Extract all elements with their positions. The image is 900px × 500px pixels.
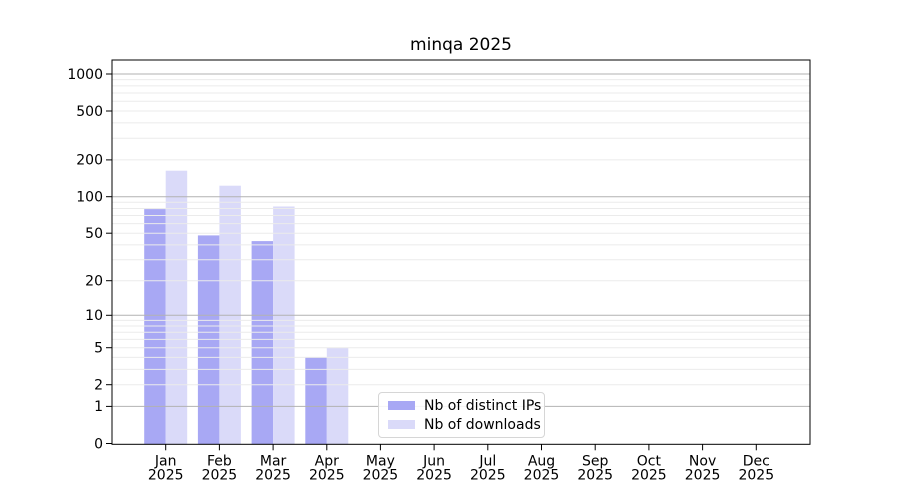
x-tick-label-year: 2025 [524, 468, 560, 484]
chart-title: minqa 2025 [410, 35, 512, 55]
x-tick-label-month: Aug [528, 454, 555, 470]
x-tick-label-year: 2025 [738, 468, 774, 484]
x-tick-label-year: 2025 [577, 468, 613, 484]
legend-label-downloads: Nb of downloads [424, 416, 541, 433]
x-tick-label-month: Oct [637, 454, 662, 470]
y-tick-label: 2 [94, 378, 103, 394]
y-tick-label: 50 [85, 226, 103, 242]
x-tick-label-month: Apr [315, 454, 339, 470]
x-tick-label-year: 2025 [309, 468, 345, 484]
x-tick-label-month: Dec [743, 454, 770, 470]
legend-row-distinct-ips: Nb of distinct IPs [388, 397, 544, 414]
bar-downloads-apr [326, 347, 349, 444]
x-tick-label-month: Mar [260, 454, 287, 470]
x-tick-label-month: Jun [422, 454, 445, 470]
y-tick-label: 500 [76, 104, 103, 120]
x-tick-label-month: Jan [154, 454, 177, 470]
x-tick-label-month: Nov [689, 454, 716, 470]
bar-downloads-mar [273, 206, 295, 444]
y-tick-label: 1000 [67, 67, 103, 83]
legend-swatch-distinct-ips-icon [388, 401, 415, 410]
x-tick-label-year: 2025 [631, 468, 667, 484]
bar-distinct-ips-mar [251, 241, 274, 444]
bar-distinct-ips-apr [305, 357, 327, 444]
y-tick-label: 200 [76, 153, 103, 169]
x-tick-label-year: 2025 [202, 468, 238, 484]
x-tick-label-month: Feb [207, 454, 232, 470]
x-tick-label-year: 2025 [416, 468, 452, 484]
y-tick-label: 10 [85, 308, 103, 324]
legend-row-downloads: Nb of downloads [388, 416, 544, 433]
bar-downloads-jan [165, 170, 188, 444]
axes-spines [111, 59, 811, 445]
x-tick-label-year: 2025 [685, 468, 721, 484]
x-tick-label-year: 2025 [148, 468, 184, 484]
x-tick-label-year: 2025 [255, 468, 291, 484]
y-tick-label: 20 [85, 274, 103, 290]
legend: Nb of distinct IPs Nb of downloads [378, 392, 545, 438]
bar-distinct-ips-jan [144, 209, 166, 444]
y-tick-label: 100 [76, 190, 103, 206]
x-tick-label-month: Jul [478, 454, 496, 470]
x-tick-label-month: May [366, 454, 395, 470]
x-tick-label-year: 2025 [470, 468, 506, 484]
y-tick-label: 0 [94, 436, 103, 452]
legend-label-distinct-ips: Nb of distinct IPs [424, 397, 542, 414]
y-tick-label: 5 [94, 341, 103, 357]
x-tick-label-month: Sep [582, 454, 609, 470]
legend-swatch-downloads-icon [388, 420, 415, 429]
x-tick-label-year: 2025 [363, 468, 399, 484]
y-tick-label: 1 [94, 399, 103, 415]
